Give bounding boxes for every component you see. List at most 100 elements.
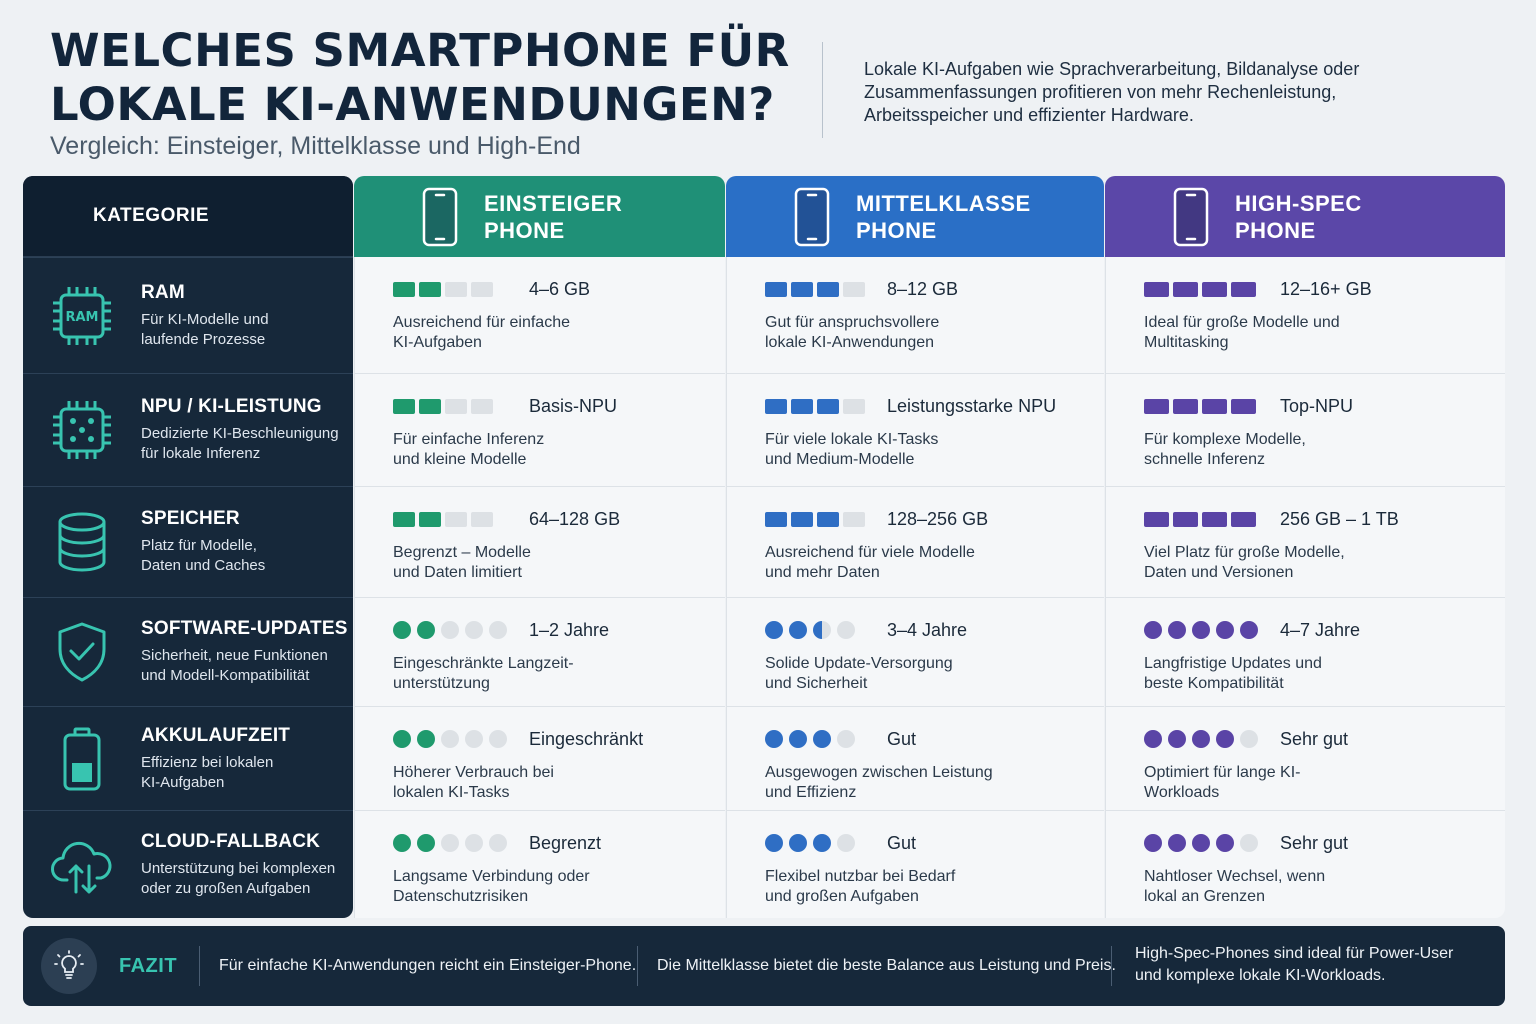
tier-title-line1: EINSTEIGER xyxy=(484,190,623,216)
rating-bar xyxy=(791,282,813,297)
category-description-line1: Sicherheit, neue Funktionen xyxy=(141,647,328,664)
comparison-cell: 12–16+ GB Ideal für große Modelle und Mul… xyxy=(1106,257,1505,373)
rating-bar xyxy=(445,399,467,414)
category-name: SPEICHER xyxy=(141,508,240,529)
comparison-cell: Gut Flexibel nutzbar bei Bedarf und große… xyxy=(727,810,1104,918)
cell-note-line2: und mehr Daten xyxy=(765,564,880,581)
cell-note-line2: Multitasking xyxy=(1144,334,1229,351)
category-description-line2: und Modell-Kompatibilität xyxy=(141,667,310,684)
cell-value: 256 GB – 1 TB xyxy=(1280,509,1399,529)
category-description-line1: Für KI-Modelle und xyxy=(141,310,269,328)
comparison-cell: Top-NPU Für komplexe Modelle, schnelle In… xyxy=(1106,373,1505,486)
rating-bar xyxy=(765,399,787,414)
cell-value: Eingeschränkt xyxy=(529,729,644,749)
rating-dot xyxy=(1192,834,1210,852)
rating-bar xyxy=(419,399,441,414)
category-name: RAM xyxy=(141,281,185,303)
cell-value: 8–12 GB xyxy=(887,279,959,299)
cell-value: Sehr gut xyxy=(1280,729,1349,749)
header-divider xyxy=(822,42,823,138)
rating-dot xyxy=(765,621,783,639)
category-description: Sicherheit, neue Funktionen und Modell-K… xyxy=(141,646,348,686)
rating-bar xyxy=(471,512,493,527)
rating-dot xyxy=(789,834,807,852)
cell-value: 64–128 GB xyxy=(529,509,621,529)
fazit-text-highspec-line1: High-Spec-Phones sind ideal für Power-Us… xyxy=(1135,945,1454,962)
cell-note: Für komplexe Modelle, schnelle Inferenz xyxy=(1144,430,1444,470)
rating-dots xyxy=(1144,730,1264,748)
comparison-cell: Sehr gut Nahtloser Wechsel, wenn lokal an… xyxy=(1106,810,1505,918)
cell-note: Ausreichend für viele Modelle und mehr D… xyxy=(765,543,1065,583)
cell-value: 12–16+ GB xyxy=(1280,279,1372,299)
fazit-separator xyxy=(637,946,638,986)
page-title-line1: WELCHES SMARTPHONE FÜR xyxy=(50,24,790,77)
category-name: AKKULAUFZEIT xyxy=(141,724,291,746)
rating-bar xyxy=(445,282,467,297)
cell-note: Ideal für große Modelle und Multitasking xyxy=(1144,313,1444,353)
cell-note-line1: Nahtloser Wechsel, wenn xyxy=(1144,868,1326,885)
cell-value: 3–4 Jahre xyxy=(887,620,968,640)
category-description-line2: für lokale Inferenz xyxy=(141,445,261,462)
rating-bar xyxy=(1231,282,1256,297)
cell-note-line2: KI-Aufgaben xyxy=(393,334,482,351)
category-description-line2: KI-Aufgaben xyxy=(141,773,225,791)
rating-dot xyxy=(789,730,807,748)
comparison-cell: 4–7 Jahre Langfristige Updates und beste … xyxy=(1106,597,1505,706)
tier-header: EINSTEIGER PHONE xyxy=(354,176,725,257)
cell-note-line1: Langfristige Updates und xyxy=(1144,655,1322,672)
cell-value: 4–7 Jahre xyxy=(1280,620,1361,640)
comparison-cell: 64–128 GB Begrenzt – Modelle und Daten li… xyxy=(355,486,725,597)
cell-note-line1: Solide Update-Versorgung xyxy=(765,655,953,672)
cell-note-line2: schnelle Inferenz xyxy=(1144,451,1265,468)
tier-title: EINSTEIGER PHONE xyxy=(484,190,622,244)
tier-column: 4–6 GB Ausreichend für einfache KI-Aufgab… xyxy=(354,257,725,918)
comparison-cell: Basis-NPU Für einfache Inferenz und klein… xyxy=(355,373,725,486)
tier-header: HIGH-SPEC PHONE xyxy=(1105,176,1505,257)
category-description-line2: laufende Prozesse xyxy=(141,330,266,348)
fazit-separator xyxy=(199,946,200,986)
rating-dot xyxy=(765,834,783,852)
comparison-cell: Eingeschränkt Höherer Verbrauch bei lokal… xyxy=(355,706,725,810)
page-subtitle: Vergleich: Einsteiger, Mittelklasse und … xyxy=(50,132,581,160)
tier-title: HIGH-SPEC PHONE xyxy=(1235,190,1362,244)
cell-note-line2: und Effizienz xyxy=(765,784,857,801)
battery-icon xyxy=(23,726,141,792)
database-icon xyxy=(23,509,141,575)
comparison-cell: 3–4 Jahre Solide Update-Versorgung und Si… xyxy=(727,597,1104,706)
rating-bars xyxy=(1144,399,1260,414)
cell-note: Viel Platz für große Modelle, Daten und … xyxy=(1144,543,1444,583)
rating-dot xyxy=(1240,730,1258,748)
category-description-line1: Unterstützung bei komplexen xyxy=(141,859,336,877)
npu-chip-icon xyxy=(23,397,141,463)
rating-bar xyxy=(1173,399,1198,414)
rating-dot xyxy=(1192,621,1210,639)
rating-bar xyxy=(1202,282,1227,297)
category-name: SOFTWARE-UPDATES xyxy=(141,618,348,639)
rating-bar xyxy=(1144,512,1169,527)
rating-bar xyxy=(843,512,865,527)
tier-title-line2: PHONE xyxy=(484,217,565,243)
rating-dot xyxy=(1192,730,1210,748)
fazit-text-einsteiger: Für einfache KI-Anwendungen reicht ein E… xyxy=(219,957,637,974)
rating-dot xyxy=(441,834,459,852)
category-row: SOFTWARE-UPDATES Sicherheit, neue Funkti… xyxy=(23,597,353,706)
lightbulb-icon xyxy=(41,938,97,994)
rating-bar xyxy=(791,512,813,527)
comparison-cell: 256 GB – 1 TB Viel Platz für große Modell… xyxy=(1106,486,1505,597)
category-description-line1: Effizienz bei lokalen xyxy=(141,753,274,771)
cell-note-line1: Eingeschränkte Langzeit- xyxy=(393,655,574,672)
cell-note-line2: und Medium-Modelle xyxy=(765,451,915,468)
cell-note: Ausgewogen zwischen Leistung und Effizie… xyxy=(765,763,1065,803)
rating-bar xyxy=(1144,282,1169,297)
cell-note-line2: und kleine Modelle xyxy=(393,451,527,468)
cell-note-line2: lokal an Grenzen xyxy=(1144,888,1265,905)
rating-dot xyxy=(1240,834,1258,852)
cell-note: Langfristige Updates und beste Kompatibi… xyxy=(1144,654,1444,694)
tier-title-line2: PHONE xyxy=(856,217,937,243)
ram-chip-icon: RAM xyxy=(23,283,141,349)
cell-note-line1: Gut für anspruchsvollere xyxy=(765,314,940,331)
cell-value: Sehr gut xyxy=(1280,833,1349,853)
cell-note: Optimiert für lange KI- Workloads xyxy=(1144,763,1444,803)
rating-dot xyxy=(789,621,807,639)
category-description: Für KI-Modelle und laufende Prozesse xyxy=(141,310,269,350)
